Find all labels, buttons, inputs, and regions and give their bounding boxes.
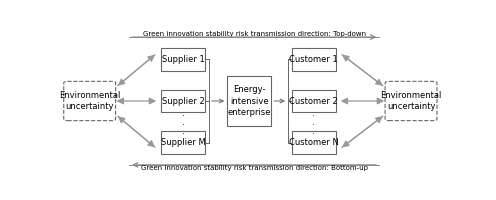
Text: Environmental
uncertainty: Environmental uncertainty <box>380 91 442 111</box>
FancyBboxPatch shape <box>227 76 271 126</box>
Text: Environmental
uncertainty: Environmental uncertainty <box>59 91 121 111</box>
Text: Energy-
intensive
enterprise: Energy- intensive enterprise <box>228 85 271 117</box>
Text: .
.
.: . . . <box>312 108 315 136</box>
FancyBboxPatch shape <box>161 48 205 71</box>
FancyBboxPatch shape <box>292 131 336 154</box>
FancyBboxPatch shape <box>161 90 205 112</box>
Text: Green innovation stability risk transmission direction: Top-down: Green innovation stability risk transmis… <box>143 31 366 37</box>
Text: Customer N: Customer N <box>289 138 339 147</box>
FancyBboxPatch shape <box>161 131 205 154</box>
Text: Supplier 2: Supplier 2 <box>162 97 204 106</box>
Text: Green innovation stability risk transmission direction: Bottom-up: Green innovation stability risk transmis… <box>141 165 368 171</box>
FancyBboxPatch shape <box>63 81 116 121</box>
FancyBboxPatch shape <box>292 90 336 112</box>
FancyBboxPatch shape <box>385 81 437 121</box>
Text: Supplier M: Supplier M <box>161 138 205 147</box>
Text: Supplier 1: Supplier 1 <box>162 55 204 64</box>
Text: .
.
.: . . . <box>182 108 185 136</box>
FancyBboxPatch shape <box>292 48 336 71</box>
Text: Customer 2: Customer 2 <box>289 97 338 106</box>
Text: Customer 1: Customer 1 <box>289 55 338 64</box>
